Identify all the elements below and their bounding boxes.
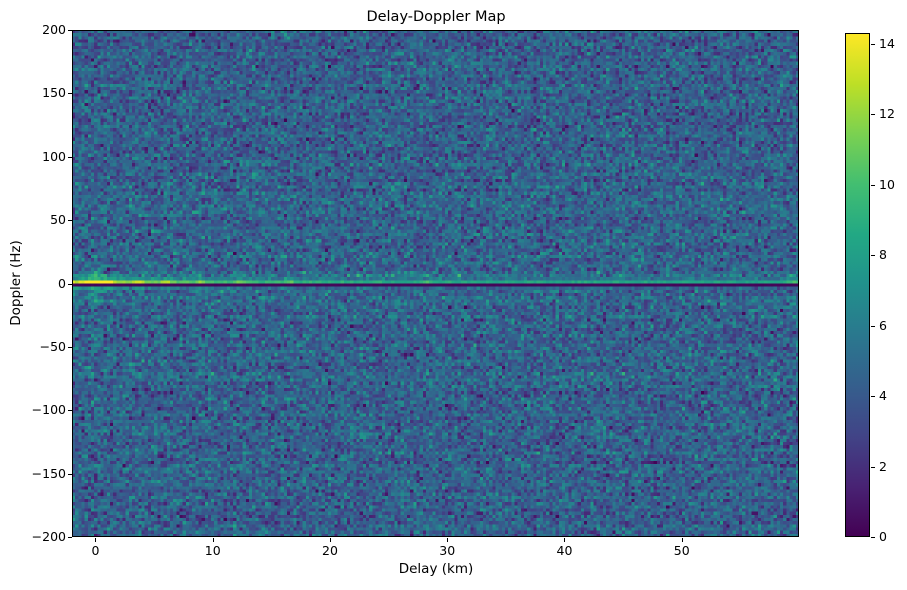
y-tick-label: −100 [31, 402, 66, 418]
y-tick-label: −200 [31, 529, 66, 544]
colorbar-tick-label: 2 [879, 458, 887, 474]
y-tick-label: −150 [31, 465, 66, 481]
colorbar-tick-label: 10 [879, 176, 895, 192]
x-tick [564, 538, 566, 542]
y-tick [68, 410, 72, 412]
colorbar-tick [871, 396, 875, 398]
colorbar-tick [871, 466, 875, 468]
x-tick-label: 20 [322, 543, 338, 558]
colorbar-tick-label: 4 [879, 388, 887, 404]
colorbar-tick-label: 0 [879, 529, 887, 544]
y-tick [68, 537, 72, 538]
colorbar-tick [871, 325, 875, 327]
x-tick-label: 50 [673, 543, 690, 558]
colorbar-tick [871, 184, 875, 186]
colorbar-tick [871, 255, 875, 257]
x-tick-label: 40 [556, 543, 573, 558]
colorbar-tick [871, 114, 875, 116]
colorbar [845, 33, 870, 537]
x-tick-label: 10 [204, 543, 221, 558]
y-tick [68, 156, 72, 158]
y-tick [68, 473, 72, 475]
x-tick [212, 538, 214, 542]
y-tick-label: 150 [42, 85, 66, 101]
y-tick-label: 50 [50, 212, 66, 228]
y-tick [68, 346, 72, 348]
colorbar-tick [871, 43, 875, 45]
y-axis-label: Doppler (Hz) [8, 240, 24, 326]
y-tick-label: 100 [42, 148, 66, 164]
x-tick [681, 538, 683, 542]
colorbar-tick-label: 14 [879, 35, 895, 51]
y-tick [68, 283, 72, 285]
x-tick [447, 538, 449, 542]
colorbar-tick-label: 12 [879, 106, 895, 122]
y-tick-label: 0 [58, 275, 66, 291]
y-tick [68, 30, 72, 31]
colorbar-tick-label: 8 [879, 247, 887, 263]
x-tick-label: 0 [91, 543, 100, 558]
y-tick-label: 200 [42, 22, 66, 37]
x-tick [329, 538, 331, 542]
x-tick-label: 30 [439, 543, 456, 558]
x-tick [95, 538, 97, 542]
y-tick [68, 220, 72, 222]
colorbar-tick [871, 537, 875, 538]
heatmap-canvas [72, 30, 799, 537]
chart-title: Delay-Doppler Map [366, 9, 506, 25]
y-tick-label: −50 [39, 338, 66, 354]
colorbar-tick-label: 6 [879, 317, 887, 333]
y-tick [68, 93, 72, 95]
x-axis-label: Delay (km) [398, 561, 474, 577]
